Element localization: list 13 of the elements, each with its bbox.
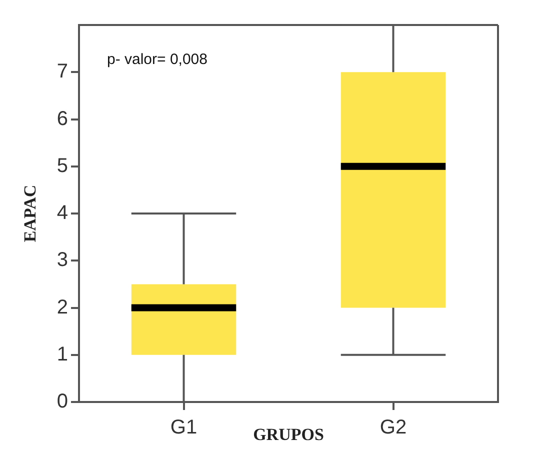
x-tick-label: G1	[170, 416, 198, 439]
y-tick-label: 4	[56, 202, 68, 224]
x-axis-title: GRUPOS	[253, 425, 324, 444]
y-tick-label: 1	[56, 343, 68, 366]
y-tick-label: 7	[56, 60, 68, 83]
annotation: p- valor= 0,008	[107, 51, 208, 68]
y-tick-label: 5	[56, 154, 68, 177]
y-tick-label: 2	[56, 296, 68, 318]
y-tick-label: 6	[56, 108, 68, 130]
y-tick-label: 3	[56, 249, 68, 272]
x-tick-label: G2	[380, 416, 407, 439]
y-tick-label: 0	[56, 390, 68, 413]
y-axis-title: EAPAC	[20, 184, 40, 242]
